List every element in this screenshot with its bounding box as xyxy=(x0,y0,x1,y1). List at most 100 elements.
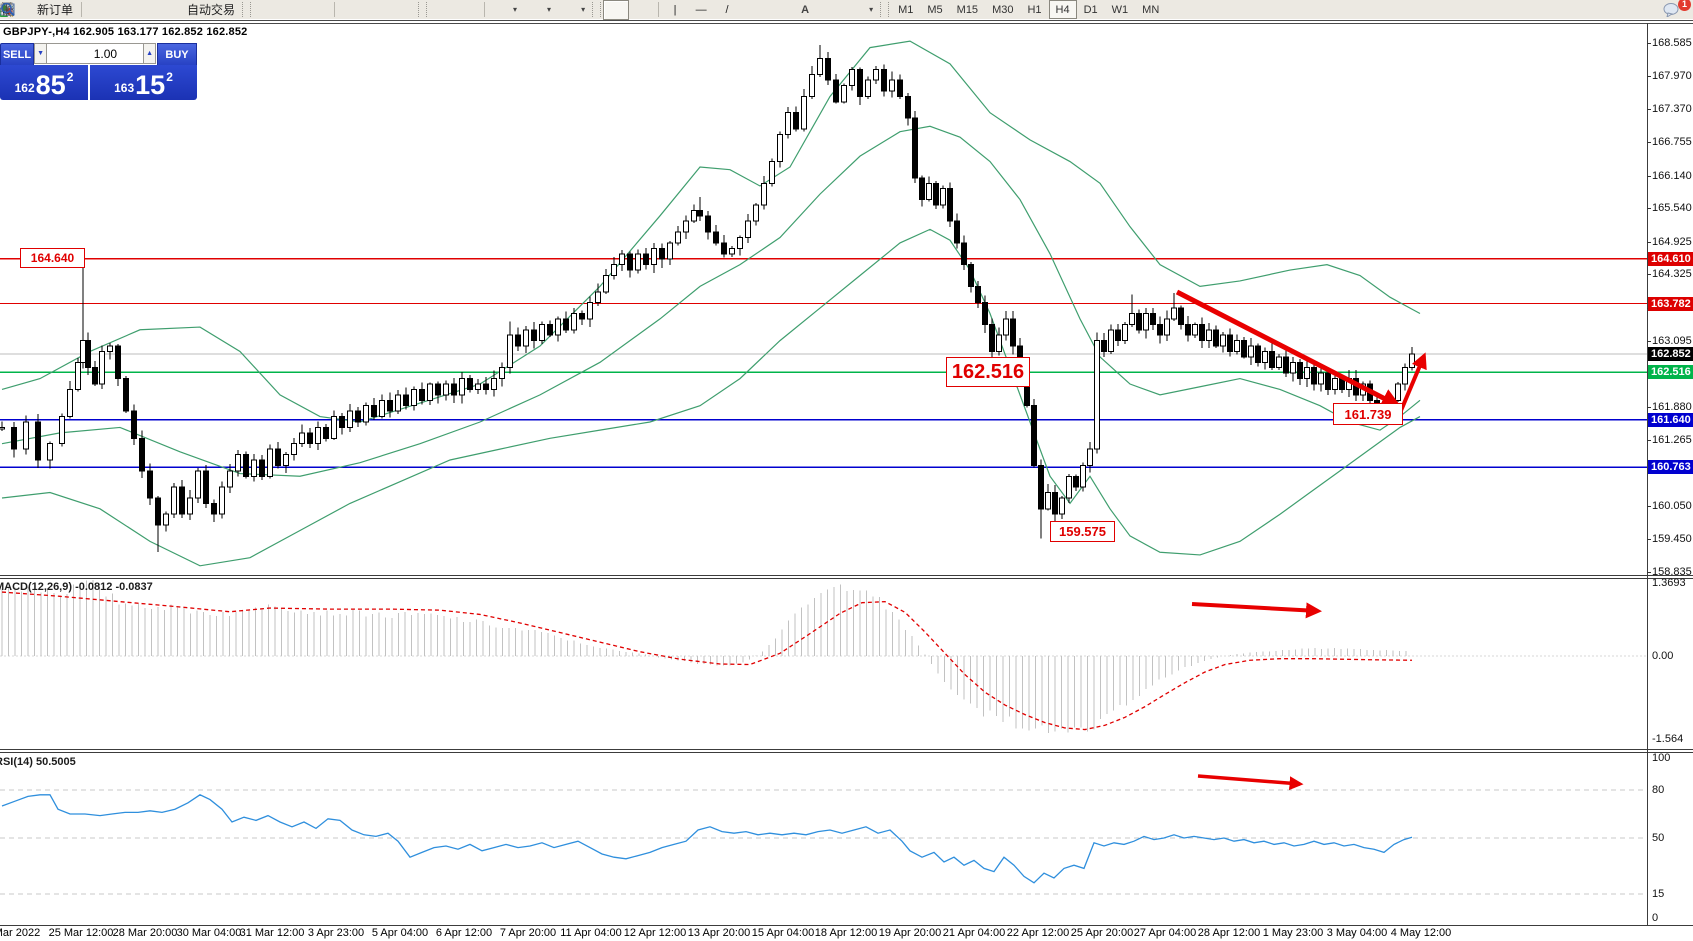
time-label: 18 Apr 12:00 xyxy=(814,927,878,939)
auto-trading-icon xyxy=(0,2,184,18)
cursor-icon xyxy=(3,2,624,18)
rsi-tick-15: 15 xyxy=(1652,888,1665,900)
fibonacci-tool-button[interactable]: F xyxy=(1,0,792,20)
price-callout-159.575[interactable]: 159.575 xyxy=(1050,521,1115,542)
notifications-button[interactable]: 1 xyxy=(1663,0,1691,18)
toolbar-grip[interactable] xyxy=(418,2,428,17)
macd-tick--1.564: -1.564 xyxy=(1652,733,1684,746)
label-tool-button[interactable]: T xyxy=(0,0,844,20)
timeframe-button-W1[interactable]: W1 xyxy=(1111,3,1129,16)
candlestick-icon xyxy=(1,2,300,18)
time-label: 6 Apr 12:00 xyxy=(435,927,493,939)
toolbar-grip[interactable] xyxy=(880,2,890,17)
template-button[interactable]: ▾ xyxy=(0,0,590,20)
indicators-button[interactable] xyxy=(1,0,455,20)
arrows-caret-icon[interactable]: ▾ xyxy=(869,5,874,14)
price-label-160.763: 160.763 xyxy=(1648,460,1693,475)
template-caret-icon[interactable]: ▾ xyxy=(581,5,586,14)
zoom-out-button[interactable] xyxy=(1,0,390,20)
main-price-chart[interactable] xyxy=(0,23,1647,577)
time-label: 12 Apr 12:00 xyxy=(623,927,687,939)
cursor-tool-button[interactable] xyxy=(3,0,630,20)
zoom-in-button[interactable] xyxy=(1,0,364,20)
macd-annotation-arrow[interactable] xyxy=(1191,602,1322,619)
period-button[interactable]: ▾ xyxy=(1,0,556,20)
channel-icon: E xyxy=(0,2,761,18)
time-label: 3 May 04:00 xyxy=(1326,927,1388,939)
timeframe-button-M1[interactable]: M1 xyxy=(898,3,914,16)
new-order-button[interactable]: 新订单 xyxy=(0,0,78,20)
signals-button[interactable] xyxy=(1,0,163,20)
timeframe-button-MN[interactable]: MN xyxy=(1142,3,1160,16)
tile-windows-button[interactable] xyxy=(1,0,416,20)
rsi-indicator-panel[interactable] xyxy=(0,752,1647,924)
vertical-line-icon: | xyxy=(673,3,677,16)
horizontal-line-tool-button[interactable]: — xyxy=(688,0,714,20)
panel-splitter[interactable] xyxy=(0,575,1693,576)
candlestick-mode-button[interactable] xyxy=(1,0,305,20)
chart-symbol-ohlc-title: GBPJPY-,H4 162.905 163.177 162.852 162.8… xyxy=(3,26,248,38)
new-chart-caret-icon[interactable]: ▾ xyxy=(513,5,518,14)
time-label: 19 Apr 20:00 xyxy=(878,927,942,939)
price-callout-164.640[interactable]: 164.640 xyxy=(20,248,85,268)
macd-label: MACD(12,26,9) -0.0812 -0.0837 xyxy=(0,581,153,593)
period-caret-icon[interactable]: ▾ xyxy=(547,5,552,14)
price-tick-164.925: 164.925 xyxy=(1647,236,1692,249)
gold-icon xyxy=(1,2,106,18)
arrows-tool-button[interactable]: ▾ xyxy=(1,0,878,20)
text-tool-button[interactable]: A xyxy=(792,0,818,20)
timeframe-button-M5[interactable]: M5 xyxy=(927,3,943,16)
price-tick-167.370: 167.370 xyxy=(1647,103,1692,116)
bar-chart-mode-button[interactable] xyxy=(1,0,279,20)
objects-list-button[interactable] xyxy=(1,0,481,20)
panel-splitter xyxy=(0,752,1693,753)
channel-tool-button[interactable]: E xyxy=(0,0,766,20)
timeframe-button-M30[interactable]: M30 xyxy=(992,3,1014,16)
macd-indicator-panel[interactable] xyxy=(0,578,1647,749)
trend-arrow[interactable] xyxy=(1175,289,1402,408)
price-tick-166.140: 166.140 xyxy=(1647,170,1692,183)
price-label-162.852: 162.852 xyxy=(1648,347,1693,362)
bollinger-lower-band xyxy=(1,228,1421,567)
trendline-tool-button[interactable]: / xyxy=(714,0,740,20)
tile-windows-icon xyxy=(1,2,411,18)
community-chat-button[interactable] xyxy=(0,0,137,20)
toolbar-grip[interactable] xyxy=(592,2,602,17)
panel-splitter[interactable] xyxy=(0,749,1693,750)
crosshair-tool-button[interactable] xyxy=(0,0,655,20)
sell-price-pips: 85 xyxy=(35,70,66,100)
timeframe-button-H1[interactable]: H1 xyxy=(1027,3,1042,16)
timeframe-button-D1[interactable]: D1 xyxy=(1083,3,1098,16)
toolbar-separator xyxy=(658,2,660,17)
market-button[interactable] xyxy=(1,0,111,20)
time-label: 7 Apr 20:00 xyxy=(499,927,557,939)
timeframe-button-H4[interactable]: H4 xyxy=(1048,0,1077,19)
macd-signal-line xyxy=(1,591,1413,731)
price-callout-162.516[interactable]: 162.516 xyxy=(946,357,1030,387)
sell-price-display[interactable]: 162 85 2 xyxy=(0,65,88,100)
line-chart-mode-button[interactable] xyxy=(0,0,331,20)
indicators-icon xyxy=(1,2,450,18)
toolbar-grip[interactable] xyxy=(242,2,252,17)
price-tick-166.755: 166.755 xyxy=(1647,136,1692,149)
volume-input[interactable]: 1.00 xyxy=(47,43,144,64)
search-icon[interactable] xyxy=(1,2,1657,18)
auto-trading-button[interactable]: 自动交易 xyxy=(0,0,240,20)
vertical-line-tool-button[interactable]: | xyxy=(662,0,688,20)
volume-decrease-button[interactable]: ▼ xyxy=(34,43,48,64)
trend-arrow[interactable] xyxy=(1398,352,1427,414)
volume-increase-button[interactable]: ▲ xyxy=(143,43,157,64)
new-chart-button[interactable]: ▾ xyxy=(0,0,522,20)
timeframe-button-M15[interactable]: M15 xyxy=(956,3,979,16)
main-toolbar: 新订单 自动交易 xyxy=(0,0,1693,20)
zoom-out-icon xyxy=(1,2,385,18)
buy-button[interactable]: BUY xyxy=(157,43,197,66)
sell-button[interactable]: SELL xyxy=(0,43,35,66)
rsi-annotation-arrow[interactable] xyxy=(1197,774,1304,791)
time-label: 21 Apr 04:00 xyxy=(942,927,1006,939)
price-callout-161.739[interactable]: 161.739 xyxy=(1333,403,1403,425)
buy-price-display[interactable]: 163 15 2 xyxy=(90,65,197,100)
time-axis-border xyxy=(0,925,1693,926)
